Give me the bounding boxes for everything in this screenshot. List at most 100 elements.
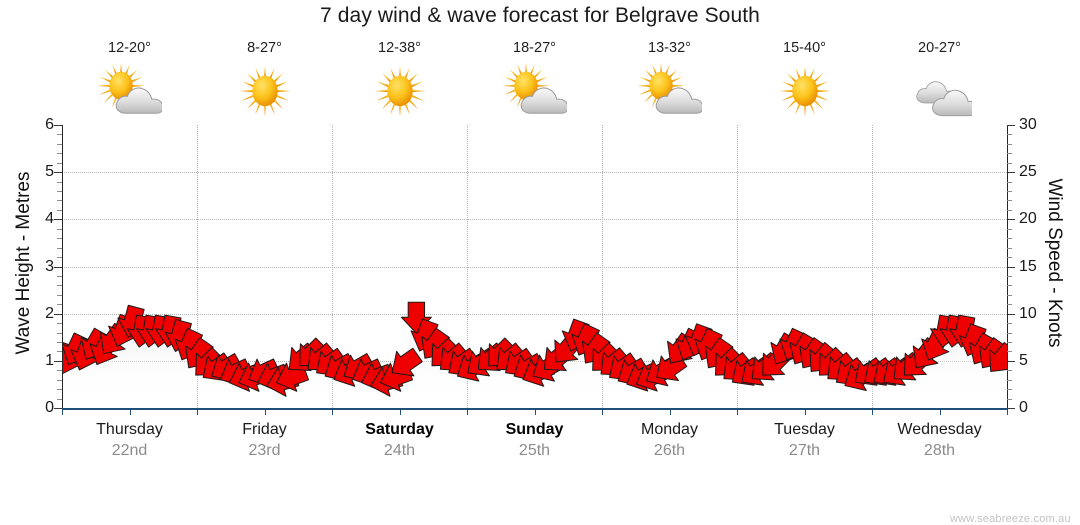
- temperature-range: 12-20°: [108, 40, 151, 56]
- page-title: 7 day wind & wave forecast for Belgrave …: [320, 4, 760, 27]
- temperature-range: 15-40°: [783, 40, 826, 56]
- left-axis-tick-label: 5: [45, 163, 54, 181]
- left-axis-minor-tick: [57, 304, 62, 306]
- left-axis-tick-label: 2: [45, 304, 54, 322]
- day-header-saturday: 12-38°: [332, 40, 467, 120]
- right-axis-minor-tick: [1007, 370, 1012, 372]
- left-axis-minor-tick: [57, 209, 62, 211]
- watermark: www.seabreeze.com.au: [950, 513, 1071, 525]
- left-axis-minor-tick: [57, 370, 62, 372]
- day-date: 26th: [653, 442, 686, 459]
- x-axis-tick: [602, 408, 603, 415]
- day-date: 24th: [383, 442, 416, 459]
- sun-cloud-icon: [467, 62, 602, 120]
- left-axis-minor-tick: [57, 228, 62, 230]
- right-axis-minor-tick: [1007, 398, 1012, 400]
- right-axis-minor-tick: [1007, 304, 1012, 306]
- plot-area: www.seabreeze.com.au: [62, 125, 1071, 525]
- right-axis-tick: [1007, 266, 1015, 268]
- day-name: Tuesday: [774, 421, 835, 438]
- day-name: Saturday: [365, 421, 434, 438]
- left-axis-tick: [54, 172, 62, 174]
- gridline-h: [62, 313, 1007, 315]
- gridline-h: [62, 172, 1007, 174]
- day-date: 22nd: [111, 442, 148, 459]
- right-axis-minor-tick: [1007, 153, 1012, 155]
- right-axis-tick: [1007, 219, 1015, 221]
- right-axis-tick-label: 5: [1019, 351, 1028, 369]
- left-axis-minor-tick: [57, 323, 62, 325]
- gridline-v: [197, 125, 198, 408]
- day-name: Thursday: [96, 421, 163, 438]
- left-axis-tick-label: 0: [45, 399, 54, 416]
- left-axis-minor-tick: [57, 162, 62, 164]
- right-axis-minor-tick: [1007, 247, 1012, 249]
- right-axis-minor-tick: [1007, 209, 1012, 211]
- left-axis-minor-tick: [57, 275, 62, 277]
- sun-cloud-icon: [602, 62, 737, 120]
- day-header-friday: 8-27°: [197, 40, 332, 120]
- left-axis-minor-tick: [57, 398, 62, 400]
- day-label-tuesday: Tuesday 27th: [737, 420, 872, 461]
- day-name: Wednesday: [897, 421, 982, 438]
- x-axis-tick: [197, 408, 198, 415]
- right-axis-minor-tick: [1007, 228, 1012, 230]
- right-axis-minor-tick: [1007, 341, 1012, 343]
- gridline-h: [62, 219, 1007, 221]
- x-axis-tick: [1007, 408, 1008, 415]
- gridline-v: [737, 125, 738, 408]
- left-axis-tick: [54, 219, 62, 221]
- day-header-monday: 13-32°: [602, 40, 737, 120]
- right-axis-tick-label: 0: [1019, 399, 1028, 416]
- right-axis-minor-tick: [1007, 332, 1012, 334]
- left-axis-minor-tick: [57, 153, 62, 155]
- right-axis-tick: [1007, 360, 1015, 362]
- x-axis-tick: [737, 408, 738, 415]
- x-axis-tick: [129, 408, 131, 415]
- left-axis-tick-label: 1: [45, 351, 54, 369]
- right-axis-minor-tick: [1007, 200, 1012, 202]
- right-axis-minor-tick: [1007, 379, 1012, 381]
- x-axis-tick: [804, 408, 806, 415]
- left-axis-minor-tick: [57, 143, 62, 145]
- left-axis-tick-label: 6: [45, 116, 54, 133]
- gridline-v: [872, 125, 873, 408]
- right-axis-minor-tick: [1007, 191, 1012, 193]
- right-axis-tick-label: 25: [1019, 163, 1037, 181]
- gridline-v: [332, 125, 333, 408]
- x-axis-tick: [62, 408, 63, 415]
- left-axis-line: [62, 125, 63, 408]
- gridline-v: [467, 125, 468, 408]
- right-axis-minor-tick: [1007, 134, 1012, 136]
- day-date: 28th: [923, 442, 956, 459]
- right-axis-minor-tick: [1007, 389, 1012, 391]
- right-axis-minor-tick: [1007, 351, 1012, 353]
- day-header-thursday: 12-20°: [62, 40, 197, 120]
- left-axis-tick: [54, 408, 62, 409]
- left-axis-minor-tick: [57, 351, 62, 353]
- left-axis-tick-label: 4: [45, 210, 54, 228]
- day-date: 25th: [518, 442, 551, 459]
- left-axis-tick-label: 3: [45, 257, 54, 275]
- temperature-range: 18-27°: [513, 40, 556, 56]
- sun-icon: [332, 62, 467, 120]
- temperature-range: 12-38°: [378, 40, 421, 56]
- right-axis-minor-tick: [1007, 143, 1012, 145]
- gridline-v: [602, 125, 603, 408]
- x-axis-tick: [399, 408, 401, 415]
- wind-arrow: [391, 347, 423, 377]
- right-axis-title: Wind Speed - Knots: [1044, 178, 1065, 348]
- right-axis-minor-tick: [1007, 257, 1012, 259]
- day-header-tuesday: 15-40°: [737, 40, 872, 120]
- right-axis-minor-tick: [1007, 323, 1012, 325]
- x-axis-tick: [467, 408, 468, 415]
- left-axis-minor-tick: [57, 257, 62, 259]
- day-header-wednesday: 20-27°: [872, 40, 1007, 120]
- sun-cloud-icon: [62, 62, 197, 120]
- x-axis-tick: [264, 408, 266, 415]
- right-axis-minor-tick: [1007, 162, 1012, 164]
- right-axis-minor-tick: [1007, 285, 1012, 287]
- left-axis-tick: [54, 313, 62, 315]
- wind-arrow-layer: [62, 301, 1007, 408]
- day-label-wednesday: Wednesday 28th: [872, 420, 1007, 461]
